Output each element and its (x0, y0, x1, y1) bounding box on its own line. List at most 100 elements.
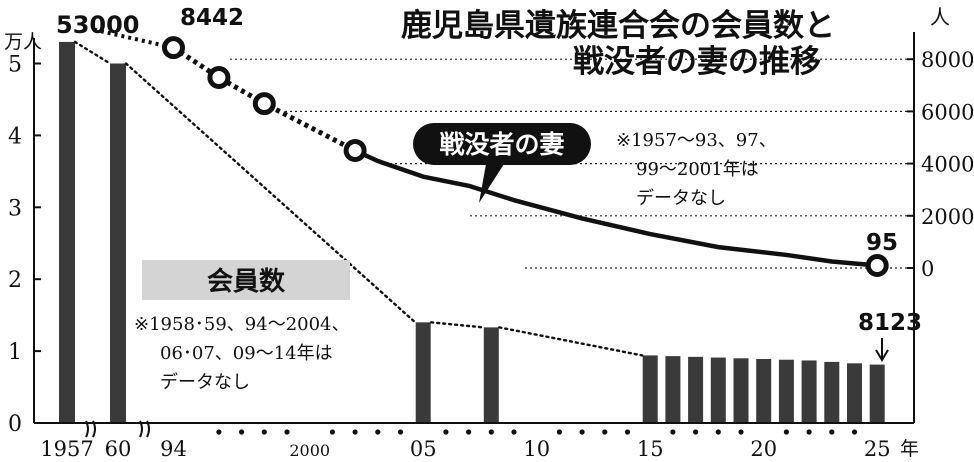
member-trend-1960-2005 (124, 62, 417, 324)
x-year-dot-2022 (806, 429, 812, 435)
x-year-dot-2006 (443, 429, 449, 435)
left-tick-label-5: 5 (8, 53, 22, 78)
member-trend-2008-2015 (498, 326, 644, 357)
x-tick-label-15: 15 (637, 437, 664, 461)
member-bar-2023 (824, 361, 840, 423)
x-axis: 1957 60 94 2000 05 10 15 20 25 (40, 420, 891, 461)
widow-marker-2002 (343, 139, 367, 163)
right-tick-label-4000: 4000 (921, 153, 974, 177)
right-tick-label-6000: 6000 (921, 100, 974, 124)
x-year-dot-2003 (375, 429, 381, 435)
left-tick-label-2: 2 (8, 268, 22, 293)
chart-title-line2: 戦没者の妻の推移 (573, 44, 821, 80)
members-last-label: 8123 (858, 310, 922, 336)
x-year-dot-1998 (261, 429, 267, 435)
x-year-dot-2018 (715, 429, 721, 435)
widow-marker-1998 (252, 92, 276, 116)
x-tick-label-1957: 1957 (40, 437, 93, 461)
member-bar-2022 (801, 360, 817, 423)
member-bar-2008 (483, 327, 499, 423)
x-year-dot-2001 (329, 429, 335, 435)
left-tick-label-3: 3 (8, 196, 22, 221)
members-series-name: 会員数 (207, 267, 286, 297)
x-axis-unit: 年 (900, 438, 919, 460)
left-axis-unit: 万人 (4, 31, 42, 53)
x-break-2 (139, 420, 150, 438)
x-year-dot-2016 (670, 429, 676, 435)
x-year-dot-2002 (352, 429, 358, 435)
widow-line (93, 27, 878, 268)
member-bar-2019 (733, 358, 749, 423)
axes: 0 1 2 3 4 5 0 2000 4000 6000 8000 (8, 32, 974, 437)
left-tick-label-0: 0 (8, 412, 22, 437)
x-break-1 (85, 420, 96, 438)
x-year-dot-2007 (466, 429, 472, 435)
widow-marker-1994 (162, 36, 185, 60)
member-bar-2005 (415, 322, 431, 423)
right-axis-unit: 人 (930, 5, 950, 29)
right-tick-label-8000: 8000 (921, 48, 974, 72)
x-year-dot-2011 (556, 429, 563, 435)
x-tick-label-94: 94 (160, 437, 187, 461)
member-bar-2018 (710, 357, 726, 423)
widow-markers (162, 36, 889, 278)
widows-note-line2: 99～2001年は (636, 159, 759, 180)
x-year-dot-2024 (851, 429, 858, 435)
x-tick-label-05: 05 (410, 437, 437, 461)
widows-note-line1: ※1957～93、97、 (616, 130, 777, 151)
member-bar-2017 (688, 356, 704, 423)
members-note-line2: 06･07、09～14年は (160, 343, 333, 364)
x-tick-label-2000: 2000 (289, 441, 330, 460)
member-bar-2024 (847, 363, 862, 423)
member-bar-2025 (869, 364, 885, 423)
widows-first-label: 8442 (180, 5, 244, 31)
widows-series-name: 戦没者の妻 (439, 130, 564, 159)
grid-lines (230, 58, 908, 269)
x-tick-label-20: 20 (750, 437, 777, 461)
right-tick-label-2000: 2000 (921, 205, 974, 229)
x-tick-label-10: 10 (523, 437, 550, 461)
member-bar-2015 (642, 355, 658, 423)
members-note-line3: データなし (160, 372, 250, 393)
member-bar-2016 (665, 356, 681, 423)
x-year-dot-2008 (488, 429, 494, 435)
member-trend-1957-1960 (73, 40, 112, 65)
x-tick-label-25: 25 (864, 437, 891, 461)
widows-note-line3: データなし (636, 188, 726, 209)
x-year-dot-2013 (602, 429, 608, 435)
member-trend-dotted (73, 40, 644, 357)
widows-name-pointer (479, 164, 504, 203)
member-bar-2020 (756, 359, 772, 423)
x-year-dot-1999 (284, 429, 290, 435)
member-trend-2005-2008 (430, 321, 485, 329)
widow-line-dotted (172, 45, 357, 153)
members-first-label: 53000 (56, 11, 140, 39)
left-tick-label-4: 4 (8, 124, 22, 149)
member-bar-2021 (778, 359, 794, 423)
member-bar-1957 (59, 41, 75, 424)
chart-title-line1: 鹿児島県遺族連合会の会員数と (401, 8, 835, 44)
left-tick-label-1: 1 (8, 340, 22, 365)
member-bars (59, 41, 885, 424)
members-last-arrow (875, 338, 889, 362)
widow-marker-1996 (207, 65, 231, 89)
widows-name-pill (413, 123, 591, 165)
x-year-dot-2017 (693, 429, 699, 435)
widow-marker-2025 (865, 254, 889, 278)
member-bar-1960 (110, 63, 126, 423)
x-year-dot-2009 (511, 429, 517, 435)
x-year-dot-2014 (624, 429, 631, 435)
members-name-box (142, 260, 350, 300)
x-year-dot-2012 (579, 429, 585, 435)
x-tick-label-60: 60 (105, 437, 132, 461)
widow-line-solid (354, 148, 878, 268)
widows-last-label: 95 (866, 230, 898, 256)
x-year-dot-2023 (829, 429, 835, 435)
x-year-dot-2019 (738, 429, 744, 435)
right-tick-label-0: 0 (921, 257, 934, 281)
members-note-line1: ※1958･59、94～2004、 (134, 314, 350, 335)
x-year-dot-2004 (397, 429, 404, 435)
x-year-dot-1997 (239, 429, 245, 435)
